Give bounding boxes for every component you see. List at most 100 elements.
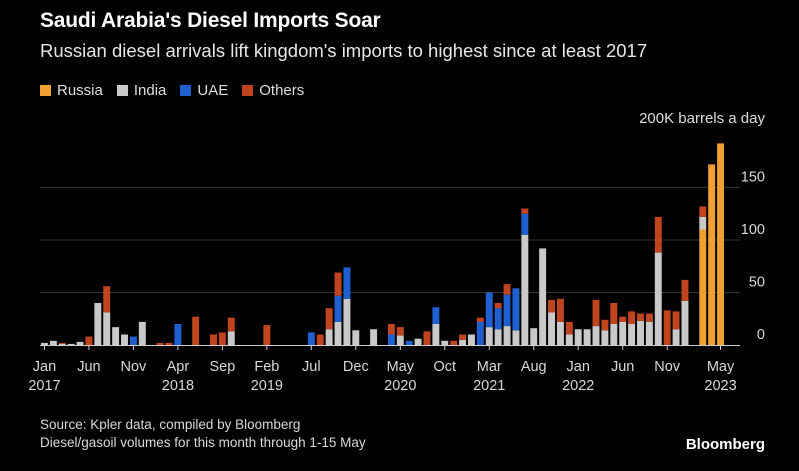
bar-54-india: [521, 234, 529, 345]
bar-68-others: [645, 313, 653, 322]
y-tick-label-150: 150: [741, 170, 765, 186]
bar-45-india: [441, 340, 449, 345]
bar-56-india: [539, 248, 547, 345]
bar-58-others: [556, 298, 564, 322]
bar-51-others: [494, 303, 502, 309]
bar-72-india: [681, 300, 689, 345]
x-tick-label-25: Feb: [254, 359, 279, 375]
bar-57-others: [548, 299, 555, 313]
chart-subtitle: Russian diesel arrivals lift kingdom's i…: [40, 40, 648, 61]
bar-40-india: [396, 335, 404, 345]
legend-item-others: Others: [242, 82, 304, 99]
bar-55-india: [530, 328, 538, 345]
bar-14-others: [165, 342, 173, 345]
y-ticks: 0 50 100 150: [741, 170, 765, 344]
x-tick-label-5: Jun: [77, 359, 100, 375]
legend-swatch-india: [116, 85, 128, 96]
bloomberg-logo: Bloomberg: [685, 436, 765, 453]
x-tick-year-76: 2023: [704, 378, 736, 394]
bar-13-others: [156, 342, 164, 345]
legend-swatch-russia: [40, 85, 51, 96]
x-tick-year-0: 2017: [28, 378, 60, 394]
legend-item-russia: Russia: [40, 82, 103, 99]
x-tick-label-60: Jan: [567, 359, 590, 375]
bar-50-india: [485, 327, 493, 345]
bar-51-india: [494, 329, 502, 345]
x-tick-label-35: Dec: [343, 359, 369, 375]
legend-swatch-others: [242, 85, 254, 96]
x-tick-year-60: 2022: [562, 378, 594, 394]
bar-67-others: [637, 313, 644, 321]
bar-64-others: [610, 303, 618, 324]
bar-2-india: [58, 343, 66, 345]
bar-33-others: [334, 272, 342, 296]
y-unit-label: 200K barrels a day: [639, 110, 765, 127]
bar-47-others: [459, 334, 467, 340]
x-tick-year-25: 2019: [251, 378, 283, 394]
bar-62-others: [592, 299, 600, 327]
bar-7-india: [103, 312, 111, 345]
bar-58-india: [556, 321, 564, 345]
bar-66-others: [628, 311, 636, 324]
bar-62-india: [592, 326, 600, 345]
bar-7-others: [103, 286, 111, 313]
bar-68-india: [645, 321, 653, 345]
bar-33-india: [334, 321, 342, 345]
bar-2-others: [58, 342, 66, 344]
bar-52-india: [503, 326, 511, 345]
bar-32-others: [325, 308, 333, 330]
legend-item-uae: UAE: [180, 82, 228, 99]
y-tick-label-100: 100: [741, 222, 765, 238]
bar-52-others: [503, 284, 511, 295]
bar-53-uae: [512, 288, 520, 331]
x-tick-label-50: Mar: [477, 359, 502, 375]
legend-label-russia: Russia: [57, 82, 103, 99]
bar-59-india: [565, 334, 573, 345]
bar-40-others: [396, 327, 404, 336]
bar-25-others: [263, 325, 271, 345]
bar-74-others: [699, 206, 707, 217]
bar-53-india: [512, 330, 520, 345]
bar-11-india: [138, 321, 146, 345]
x-tick-label-20: Sep: [209, 359, 235, 375]
bar-19-others: [210, 334, 217, 345]
bar-35-india: [352, 330, 360, 345]
bar-41-uae: [405, 340, 413, 345]
footnote-text: Diesel/gasoil volumes for this month thr…: [40, 435, 366, 450]
bar-71-others: [672, 311, 680, 330]
legend: Russia India UAE Others: [40, 82, 304, 99]
bar-75-russia: [708, 164, 716, 345]
x-tick-label-45: Oct: [433, 359, 456, 375]
source-text: Source: Kpler data, compiled by Bloomber…: [40, 417, 301, 432]
bar-61-india: [583, 329, 591, 345]
bar-71-india: [672, 329, 680, 345]
bar-65-others: [619, 316, 627, 322]
bar-57-india: [548, 312, 555, 345]
bar-46-others: [450, 340, 458, 345]
bar-20-others: [218, 332, 226, 345]
bar-32-india: [325, 329, 333, 345]
bar-70-others: [663, 310, 671, 345]
bar-10-uae: [129, 336, 137, 345]
bar-42-india: [414, 338, 422, 345]
bar-60-india: [574, 329, 582, 345]
legend-label-india: India: [133, 82, 167, 99]
bar-8-india: [112, 327, 120, 345]
bar-65-india: [619, 321, 627, 345]
bar-39-others: [387, 324, 395, 335]
bar-51-uae: [494, 308, 502, 330]
bar-74-russia: [699, 229, 707, 345]
bar-21-others: [227, 317, 235, 332]
x-tick-year-50: 2021: [473, 378, 505, 394]
bar-6-india: [94, 303, 102, 345]
bar-59-others: [565, 321, 573, 335]
bar-31-others: [316, 334, 324, 345]
bar-67-india: [637, 320, 644, 345]
x-tick-label-65: Jun: [611, 359, 634, 375]
legend-item-india: India: [116, 82, 167, 99]
bar-54-others: [521, 208, 529, 214]
x-tick-year-15: 2018: [162, 378, 194, 394]
bar-64-india: [610, 324, 618, 345]
bar-1-india: [49, 340, 57, 345]
